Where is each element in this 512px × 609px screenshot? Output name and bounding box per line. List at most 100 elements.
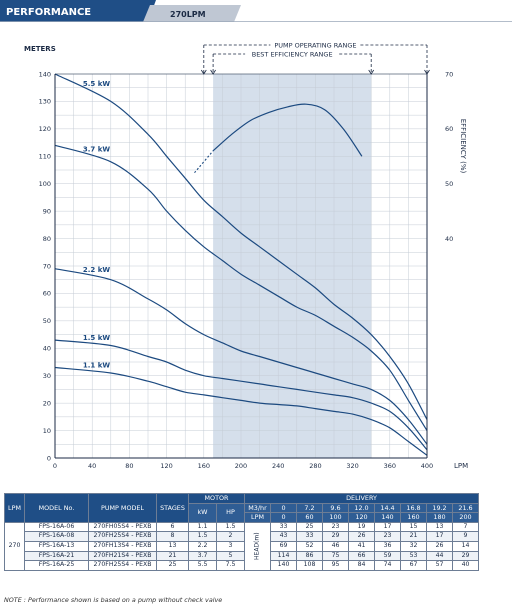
x-tick-label: 120: [160, 462, 172, 470]
lpm-header: LPM: [4, 493, 25, 523]
lpm-value: 0: [270, 512, 297, 523]
m3hr-value: 19.2: [426, 502, 453, 514]
curve-label-1-5-kw: 1.5 kW: [83, 334, 110, 342]
y-tick-label: 140: [39, 70, 51, 78]
x-tick-label: 80: [125, 462, 133, 470]
stages-cell: 13: [156, 540, 189, 552]
y-tick-label: 60: [43, 290, 51, 298]
curve-label-1-1-kw: 1.1 kW: [83, 362, 110, 370]
stages-cell: 6: [156, 521, 189, 533]
x-tick-label: 280: [309, 462, 321, 470]
model-cell: FPS-16A-13: [24, 540, 89, 552]
head-cell: 21: [400, 531, 427, 542]
head-cell: 53: [400, 550, 427, 562]
performance-tab: [0, 0, 156, 22]
head-cell: 40: [452, 560, 479, 571]
x-axis-title: LPM: [454, 462, 468, 470]
y-tick-label: 10: [43, 427, 51, 435]
head-cell: 29: [322, 531, 349, 542]
m3hr-value: 14.4: [374, 502, 401, 514]
flow-label: 270LPM: [170, 10, 206, 19]
table-row: FPS-16A-21 270FH21S4 - PEXB 21 3.7 5 114…: [5, 550, 479, 562]
efficiency-curve: [212, 103, 363, 157]
y-tick-label: 30: [43, 372, 51, 380]
head-cell: 14: [452, 540, 479, 552]
kw-cell: 5.5: [188, 560, 217, 571]
kw-cell: 1.1: [188, 521, 217, 533]
head-cell: 44: [426, 550, 453, 562]
pump-cell: 270FH13S4 - PEXB: [88, 540, 157, 552]
stages-cell: 8: [156, 531, 189, 542]
pump-cell: 270FH05S4 - PEXB: [88, 521, 157, 533]
curve-5-5-kw: [54, 73, 428, 420]
efficiency-range-label: BEST EFFICIENCY RANGE: [252, 51, 333, 59]
y-tick-label: 0: [47, 454, 51, 462]
head-cell: 33: [270, 521, 297, 533]
motor-header: MOTOR: [188, 493, 245, 504]
page-title: PERFORMANCE: [6, 7, 91, 18]
hp-cell: 1.5: [216, 521, 245, 533]
head-cell: 19: [348, 521, 375, 533]
head-cell: 7: [452, 521, 479, 533]
head-cell: 114: [270, 550, 297, 562]
spec-table: LPM MODEL No. PUMP MODEL STAGES MOTOR DE…: [4, 493, 479, 571]
head-cell: 74: [374, 560, 401, 571]
kw-cell: 2.2: [188, 540, 217, 552]
y-tick-label: 120: [39, 125, 51, 133]
stages-cell: 25: [156, 560, 189, 571]
kw-cell: 1.5: [188, 531, 217, 542]
head-cell: 84: [348, 560, 375, 571]
hp-cell: 7.5: [216, 560, 245, 571]
flow-tab: [143, 5, 241, 22]
head-cell: 59: [374, 550, 401, 562]
head-cell: 36: [374, 540, 401, 552]
y-tick-label: 100: [39, 180, 51, 188]
table-row: FPS-16A-13 270FH13S4 - PEXB 13 2.2 3 69 …: [5, 540, 479, 552]
head-cell: 33: [296, 531, 323, 542]
head-cell: 41: [348, 540, 375, 552]
model-cell: FPS-16A-25: [24, 560, 89, 571]
hp-cell: 3: [216, 540, 245, 552]
y-tick-label: 20: [43, 399, 51, 407]
head-cell: 26: [426, 540, 453, 552]
lpm-value: 120: [348, 512, 375, 523]
x-tick-label: 320: [346, 462, 358, 470]
head-cell: 108: [296, 560, 323, 571]
hp-header: HP: [216, 502, 245, 523]
model-cell: FPS-16A-06: [24, 521, 89, 533]
curve-label-3-7-kw: 3.7 kW: [83, 145, 110, 153]
curve-label-5-5-kw: 5.5 kW: [83, 80, 110, 88]
m3hr-label: M3/hr: [244, 502, 271, 514]
head-cell: 140: [270, 560, 297, 571]
x-tick-label: 0: [53, 462, 57, 470]
lpm-value: 60: [296, 512, 323, 523]
efficiency-curve-dashed: [194, 150, 214, 174]
lpm-value: 200: [452, 512, 479, 523]
head-cell: 57: [426, 560, 453, 571]
head-cell: 43: [270, 531, 297, 542]
y-tick-label: 130: [39, 98, 51, 106]
delivery-header: DELIVERY: [244, 493, 479, 504]
head-cell: 13: [426, 521, 453, 533]
y2-tick-label: 60: [445, 125, 453, 133]
y-tick-label: 80: [43, 235, 51, 243]
curve-2-2-kw: [54, 268, 428, 445]
footnote: NOTE : Performance shown is based on a p…: [4, 596, 223, 604]
head-cell: 52: [296, 540, 323, 552]
x-tick-label: 40: [88, 462, 96, 470]
head-cell: 66: [348, 550, 375, 562]
lpm-value: 100: [322, 512, 349, 523]
y2-tick-label: 50: [445, 180, 453, 188]
hp-cell: 5: [216, 550, 245, 562]
head-cell: 46: [322, 540, 349, 552]
hp-cell: 2: [216, 531, 245, 542]
m3hr-value: 0: [270, 502, 297, 514]
y2-tick-label: 70: [445, 70, 453, 78]
curve-1-5-kw: [54, 339, 428, 451]
head-cell: 29: [452, 550, 479, 562]
curve-3-7-kw: [54, 144, 428, 431]
y-tick-label: 90: [43, 207, 51, 215]
table-row: FPS-16A-25 270FH25S4 - PEXB 25 5.5 7.5 1…: [5, 560, 479, 571]
head-cell: 75: [322, 550, 349, 562]
m3hr-value: 9.6: [322, 502, 349, 514]
